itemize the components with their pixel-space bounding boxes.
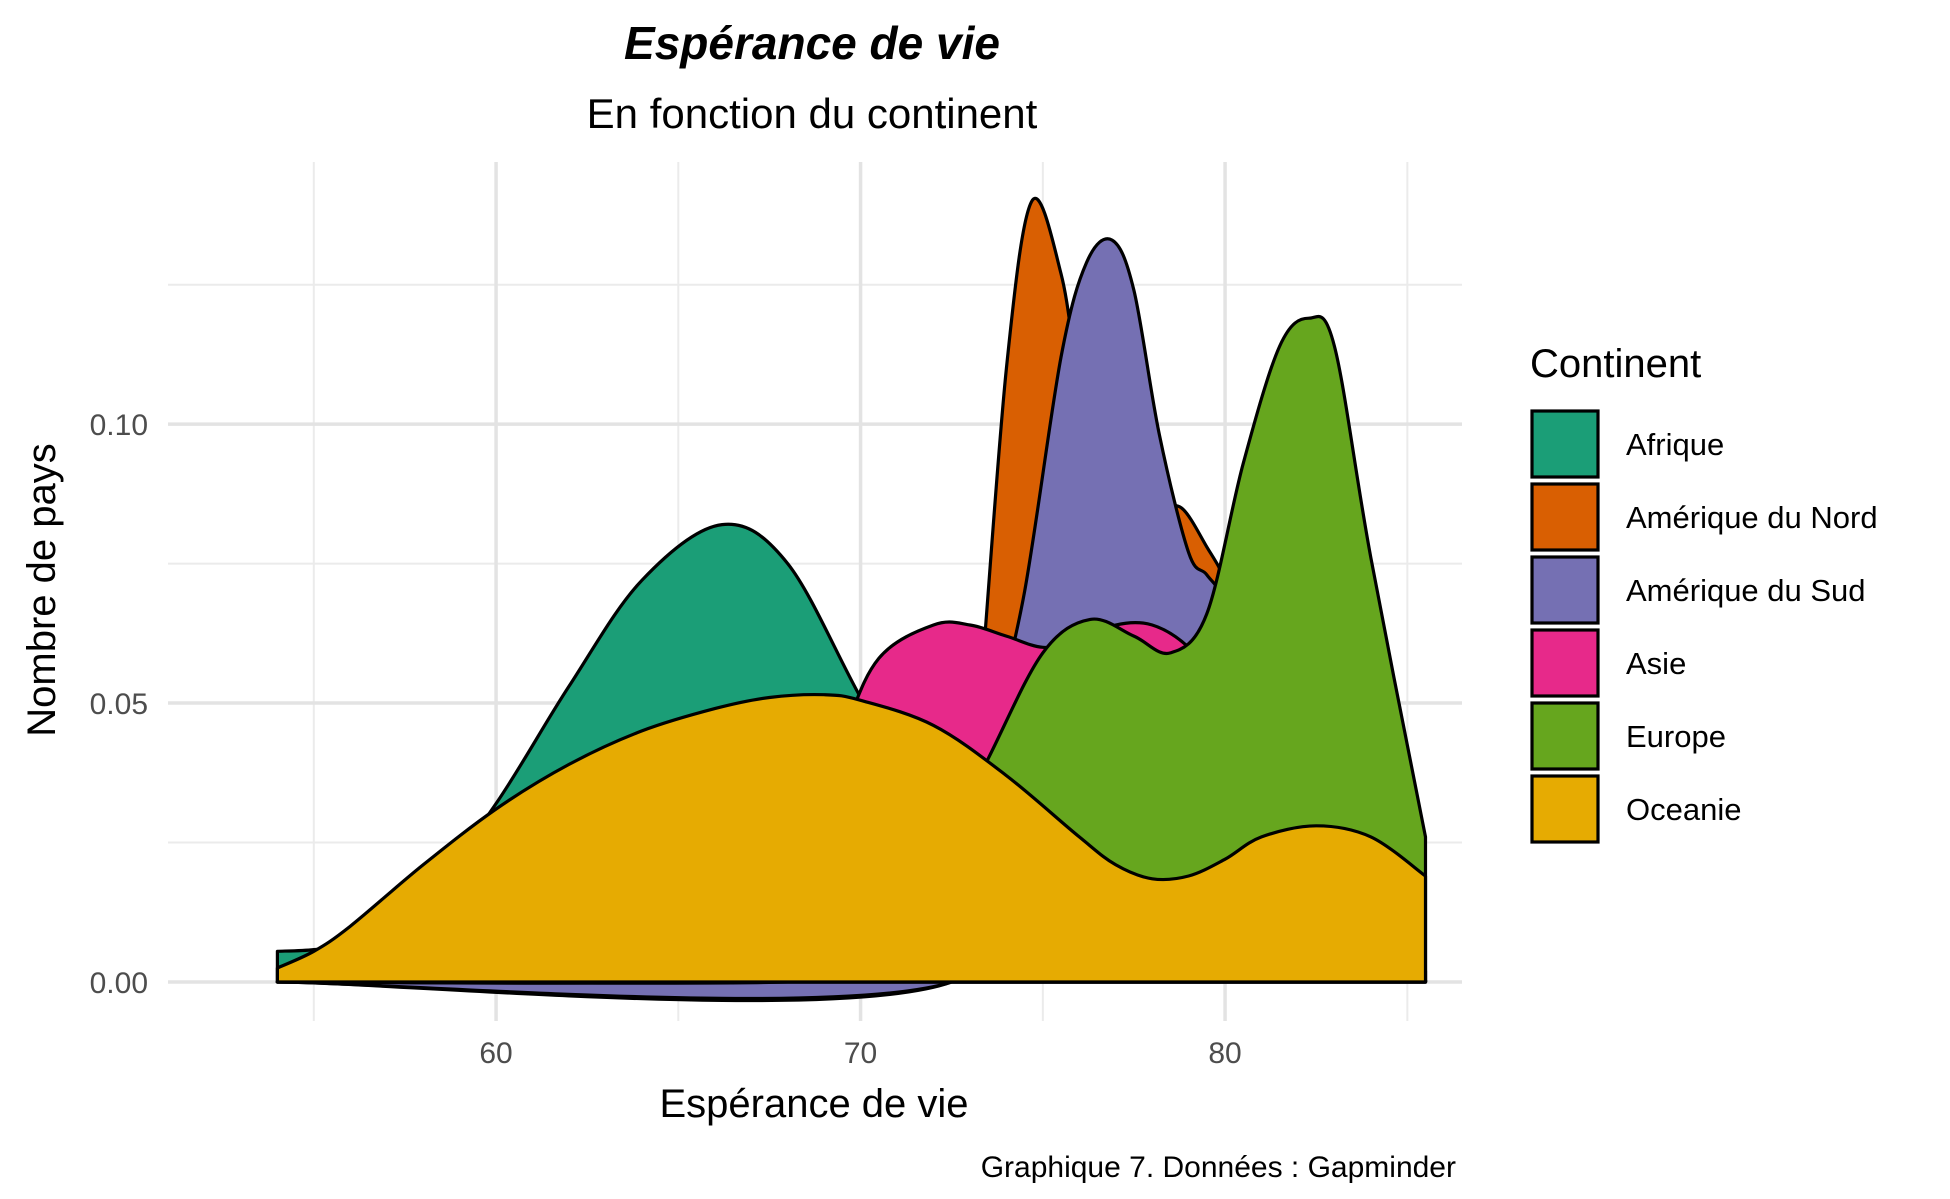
- chart-title: Espérance de vie: [624, 17, 1000, 69]
- legend-label: Afrique: [1626, 427, 1724, 462]
- y-tick-label: 0.10: [90, 409, 148, 442]
- legend-label: Oceanie: [1626, 792, 1741, 827]
- legend-swatch: [1530, 482, 1600, 552]
- density-areas: [275, 196, 1428, 1003]
- legend-title: Continent: [1530, 342, 1701, 386]
- legend-swatch: [1530, 409, 1600, 479]
- x-axis-ticks: 60 70 80: [479, 1037, 1241, 1070]
- legend-label: Europe: [1626, 719, 1726, 754]
- x-tick-label: 70: [844, 1037, 877, 1070]
- chart-caption: Graphique 7. Données : Gapminder: [981, 1151, 1456, 1184]
- x-axis-title: Espérance de vie: [659, 1082, 968, 1126]
- density-area-oceanie: [275, 692, 1428, 984]
- legend-label: Amérique du Nord: [1626, 500, 1878, 535]
- y-tick-label: 0.00: [90, 967, 148, 1000]
- legend-swatch: [1530, 555, 1600, 625]
- chart-subtitle: En fonction du continent: [587, 90, 1038, 137]
- x-tick-label: 60: [479, 1037, 512, 1070]
- legend-swatch: [1530, 774, 1600, 844]
- legend: Continent Afrique Amérique du Nord Amériqu…: [1530, 342, 1878, 844]
- y-axis-title: Nombre de pays: [20, 443, 64, 736]
- legend-swatch: [1530, 628, 1600, 698]
- x-tick-label: 80: [1208, 1037, 1241, 1070]
- legend-swatch: [1530, 701, 1600, 771]
- y-axis-ticks: 0.00 0.05 0.10: [90, 409, 148, 1000]
- legend-label: Amérique du Sud: [1626, 573, 1866, 608]
- legend-label: Asie: [1626, 646, 1686, 681]
- y-tick-label: 0.05: [90, 688, 148, 721]
